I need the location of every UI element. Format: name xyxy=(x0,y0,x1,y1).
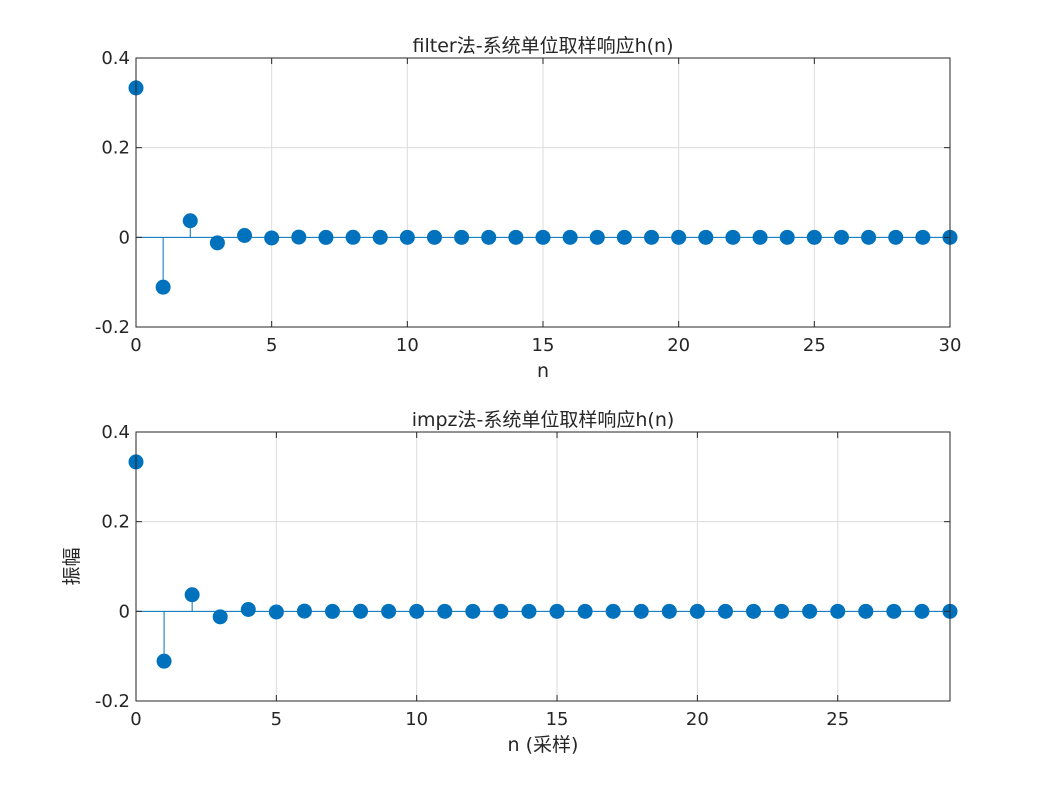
bottom-marker-27 xyxy=(886,603,902,619)
bottom-xtick-label-5: 25 xyxy=(826,709,849,730)
bottom-marker-7 xyxy=(324,603,340,619)
top-axes: 0 5 10 15 20 25 30-0.200.20.4filter法-系统单位取样响应h… xyxy=(95,35,962,382)
top-marker-5 xyxy=(264,230,280,246)
top-marker-15 xyxy=(535,229,551,245)
bottom-ytick-label-0: -0.2 xyxy=(95,691,130,712)
bottom-axes: 0 5 10 15 20 25-0.200.20.4impz法-系统单位取样响应h(n)n… xyxy=(61,409,958,756)
top-xtick-label-6: 30 xyxy=(939,335,962,356)
bottom-marker-15 xyxy=(549,603,565,619)
top-marker-20 xyxy=(671,229,687,245)
bottom-plot-area xyxy=(136,432,950,701)
top-xtick-label-1: 5 xyxy=(266,335,277,356)
bottom-marker-26 xyxy=(858,603,874,619)
bottom-marker-22 xyxy=(746,603,762,619)
top-marker-8 xyxy=(345,229,361,245)
top-marker-23 xyxy=(752,229,768,245)
bottom-marker-5 xyxy=(268,604,284,620)
top-xtick-label-3: 15 xyxy=(532,335,555,356)
bottom-marker-17 xyxy=(605,603,621,619)
bottom-marker-21 xyxy=(717,603,733,619)
top-marker-6 xyxy=(291,229,307,245)
top-xtick-label-5: 25 xyxy=(803,335,826,356)
top-marker-2 xyxy=(182,213,198,229)
top-marker-17 xyxy=(589,229,605,245)
bottom-marker-9 xyxy=(381,603,397,619)
top-x-axis-label: n xyxy=(537,360,549,382)
top-marker-9 xyxy=(372,229,388,245)
bottom-y-axis-label: 振幅 xyxy=(61,547,83,585)
top-marker-3 xyxy=(209,235,225,251)
top-marker-12 xyxy=(454,229,470,245)
bottom-ytick-label-1: 0 xyxy=(119,601,130,622)
bottom-ytick-label-3: 0.4 xyxy=(101,422,130,443)
top-marker-22 xyxy=(725,229,741,245)
bottom-marker-13 xyxy=(493,603,509,619)
top-marker-28 xyxy=(888,229,904,245)
top-marker-21 xyxy=(698,229,714,245)
bottom-marker-18 xyxy=(633,603,649,619)
top-marker-24 xyxy=(779,229,795,245)
top-marker-29 xyxy=(915,229,931,245)
bottom-chart-title: impz法-系统单位取样响应h(n) xyxy=(412,409,675,431)
top-ytick-label-0: -0.2 xyxy=(95,317,130,338)
bottom-marker-10 xyxy=(409,603,425,619)
top-ytick-label-1: 0 xyxy=(119,227,130,248)
top-marker-18 xyxy=(616,229,632,245)
top-marker-7 xyxy=(318,229,334,245)
top-marker-16 xyxy=(562,229,578,245)
bottom-marker-24 xyxy=(802,603,818,619)
bottom-marker-14 xyxy=(521,603,537,619)
bottom-marker-3 xyxy=(212,609,228,625)
bottom-x-axis-label: n (采样) xyxy=(508,734,579,756)
bottom-axes-box xyxy=(135,431,951,702)
top-chart-title: filter法-系统单位取样响应h(n) xyxy=(413,35,674,57)
bottom-xtick-label-2: 10 xyxy=(405,709,428,730)
bottom-xtick-label-4: 20 xyxy=(686,709,709,730)
top-marker-1 xyxy=(155,279,171,295)
top-ytick-label-2: 0.2 xyxy=(101,138,130,159)
top-xtick-label-4: 20 xyxy=(667,335,690,356)
bottom-ytick-label-2: 0.2 xyxy=(101,512,130,533)
top-marker-14 xyxy=(508,229,524,245)
bottom-marker-28 xyxy=(914,603,930,619)
bottom-marker-20 xyxy=(689,603,705,619)
top-marker-26 xyxy=(833,229,849,245)
top-marker-4 xyxy=(237,227,253,243)
bottom-marker-19 xyxy=(661,603,677,619)
top-marker-27 xyxy=(861,229,877,245)
bottom-marker-11 xyxy=(437,603,453,619)
bottom-marker-25 xyxy=(830,603,846,619)
top-marker-11 xyxy=(426,229,442,245)
bottom-xtick-label-1: 5 xyxy=(271,709,282,730)
bottom-marker-4 xyxy=(240,601,256,617)
bottom-marker-6 xyxy=(296,603,312,619)
top-marker-19 xyxy=(644,229,660,245)
top-xtick-label-2: 10 xyxy=(396,335,419,356)
bottom-marker-1 xyxy=(156,653,172,669)
bottom-marker-2 xyxy=(184,587,200,603)
bottom-xtick-label-0: 0 xyxy=(130,709,141,730)
bottom-marker-8 xyxy=(353,603,369,619)
bottom-marker-12 xyxy=(465,603,481,619)
top-xtick-label-0: 0 xyxy=(130,335,141,356)
bottom-marker-16 xyxy=(577,603,593,619)
bottom-marker-23 xyxy=(774,603,790,619)
top-marker-13 xyxy=(481,229,497,245)
top-ytick-label-3: 0.4 xyxy=(101,48,130,69)
bottom-xtick-label-3: 15 xyxy=(546,709,569,730)
top-marker-25 xyxy=(806,229,822,245)
top-marker-10 xyxy=(399,229,415,245)
